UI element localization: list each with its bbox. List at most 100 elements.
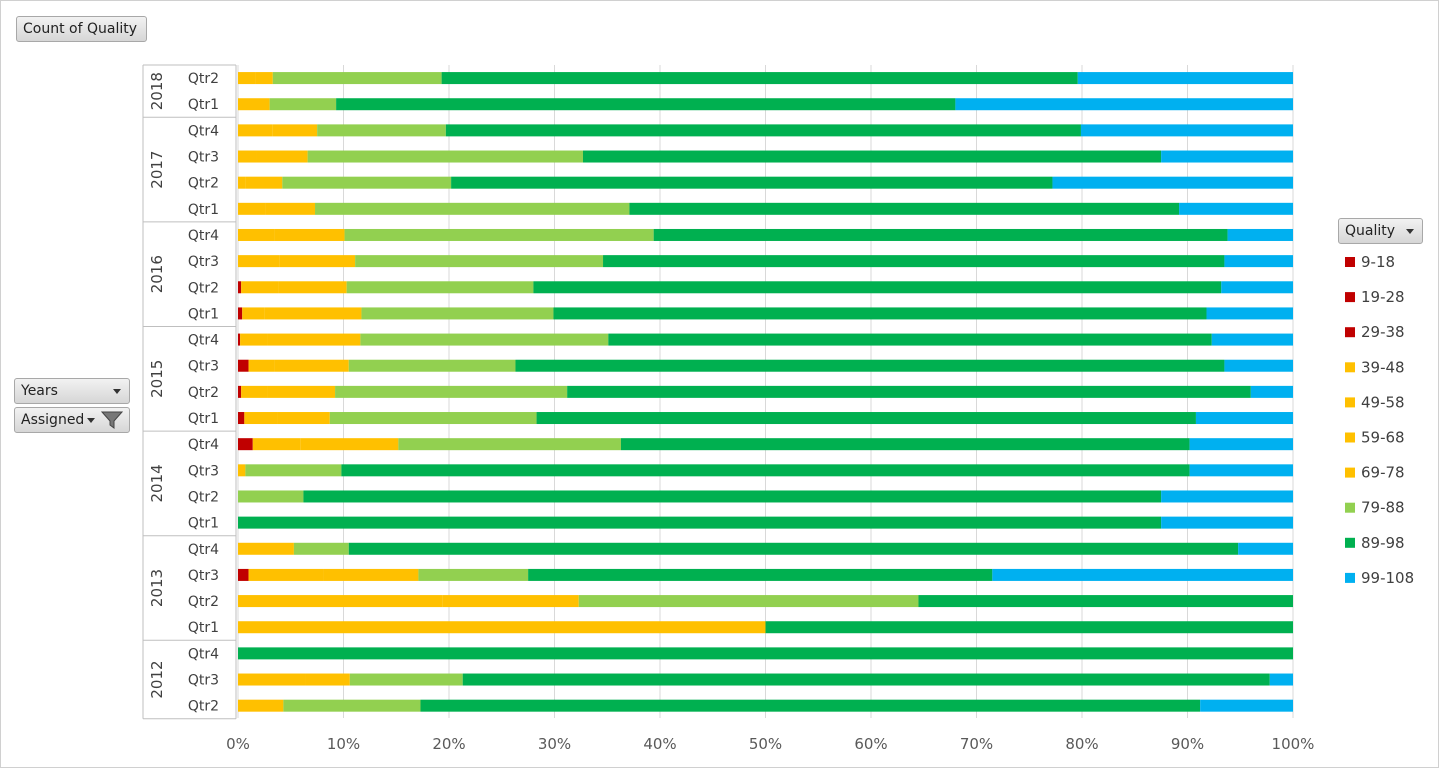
bar-segment-99-108[interactable]	[1161, 150, 1293, 163]
bar-segment-39-48[interactable]	[248, 359, 275, 372]
bar-segment-99-108[interactable]	[1238, 542, 1293, 555]
bar-segment-39-48[interactable]	[238, 699, 284, 712]
count-of-quality-field-button[interactable]: Count of Quality	[16, 16, 147, 42]
bar-segment-79-88[interactable]	[283, 699, 421, 712]
bar-segment-99-108[interactable]	[1269, 673, 1293, 686]
bar-segment-99-108[interactable]	[1179, 202, 1293, 215]
bar-segment-89-98[interactable]	[238, 647, 1293, 660]
bar-segment-9-18[interactable]	[238, 438, 253, 451]
bar-segment-79-88[interactable]	[355, 255, 604, 268]
bar-segment-49-58[interactable]	[274, 228, 345, 241]
bar-segment-99-108[interactable]	[1227, 228, 1293, 241]
bar-segment-39-48[interactable]	[238, 673, 306, 686]
bar-segment-49-58[interactable]	[255, 72, 273, 85]
bar-segment-39-48[interactable]	[241, 385, 268, 398]
bar-segment-39-48[interactable]	[238, 72, 256, 85]
bar-segment-89-98[interactable]	[515, 359, 1225, 372]
bar-segment-99-108[interactable]	[1221, 281, 1293, 294]
bar-segment-39-48[interactable]	[238, 595, 443, 608]
bar-segment-89-98[interactable]	[918, 595, 1293, 608]
bar-segment-49-58[interactable]	[442, 595, 579, 608]
bar-segment-99-108[interactable]	[1080, 124, 1293, 137]
bar-segment-89-98[interactable]	[582, 150, 1162, 163]
legend-entry[interactable]: 19-28	[1361, 288, 1405, 306]
bar-segment-49-58[interactable]	[256, 150, 308, 163]
bar-segment-79-88[interactable]	[329, 412, 537, 425]
bar-segment-9-18[interactable]	[238, 412, 245, 425]
bar-segment-99-108[interactable]	[1189, 438, 1293, 451]
bar-segment-89-98[interactable]	[553, 307, 1207, 320]
bar-segment-49-58[interactable]	[305, 673, 350, 686]
bar-segment-99-108[interactable]	[955, 98, 1293, 111]
bar-segment-49-58[interactable]	[267, 333, 361, 346]
bar-segment-89-98[interactable]	[445, 124, 1081, 137]
bar-segment-79-88[interactable]	[317, 124, 446, 137]
bar-segment-79-88[interactable]	[269, 98, 337, 111]
bar-segment-89-98[interactable]	[536, 412, 1196, 425]
legend-entry[interactable]: 49-58	[1361, 393, 1405, 411]
bar-segment-39-48[interactable]	[248, 568, 324, 581]
bar-segment-79-88[interactable]	[348, 359, 516, 372]
bar-segment-89-98[interactable]	[765, 621, 1294, 634]
bar-segment-99-108[interactable]	[1195, 412, 1293, 425]
bar-segment-99-108[interactable]	[1250, 385, 1293, 398]
bar-segment-39-48[interactable]	[240, 333, 268, 346]
legend-entry[interactable]: 9-18	[1361, 253, 1395, 271]
bar-segment-89-98[interactable]	[528, 568, 993, 581]
bar-segment-89-98[interactable]	[238, 516, 1162, 529]
bar-segment-49-58[interactable]	[264, 307, 362, 320]
bar-segment-79-88[interactable]	[418, 568, 529, 581]
bar-segment-89-98[interactable]	[608, 333, 1212, 346]
bar-segment-99-108[interactable]	[1224, 255, 1293, 268]
bar-segment-79-88[interactable]	[293, 542, 349, 555]
legend-entry[interactable]: 69-78	[1361, 464, 1405, 482]
bar-segment-99-108[interactable]	[1052, 176, 1293, 189]
bar-segment-49-58[interactable]	[245, 176, 283, 189]
bar-segment-79-88[interactable]	[344, 228, 654, 241]
bar-segment-49-58[interactable]	[279, 255, 356, 268]
bar-segment-79-88[interactable]	[398, 438, 621, 451]
legend-entry[interactable]: 89-98	[1361, 534, 1405, 552]
bar-segment-89-98[interactable]	[441, 72, 1078, 85]
bar-segment-89-98[interactable]	[341, 464, 1190, 477]
bar-segment-49-58[interactable]	[300, 438, 399, 451]
bar-segment-49-58[interactable]	[274, 359, 349, 372]
bar-segment-79-88[interactable]	[346, 281, 534, 294]
bar-segment-9-18[interactable]	[238, 281, 242, 294]
bar-segment-79-88[interactable]	[360, 333, 609, 346]
bar-segment-79-88[interactable]	[245, 464, 342, 477]
bar-segment-89-98[interactable]	[567, 385, 1251, 398]
assigned-field-button[interactable]: Assigned	[14, 407, 130, 433]
bar-segment-89-98[interactable]	[653, 228, 1228, 241]
bar-segment-89-98[interactable]	[629, 202, 1180, 215]
bar-segment-39-48[interactable]	[252, 438, 301, 451]
bar-segment-39-48[interactable]	[244, 412, 278, 425]
bar-segment-79-88[interactable]	[335, 385, 568, 398]
bar-segment-99-108[interactable]	[1206, 307, 1293, 320]
bar-segment-79-88[interactable]	[361, 307, 554, 320]
bar-segment-99-108[interactable]	[1161, 516, 1293, 529]
bar-segment-99-108[interactable]	[1200, 699, 1293, 712]
bar-segment-49-58[interactable]	[267, 385, 336, 398]
bar-segment-79-88[interactable]	[307, 150, 583, 163]
bar-segment-89-98[interactable]	[336, 98, 956, 111]
bar-segment-39-48[interactable]	[238, 621, 766, 634]
bar-segment-99-108[interactable]	[1224, 359, 1293, 372]
bar-segment-79-88[interactable]	[238, 490, 304, 503]
legend-entry[interactable]: 99-108	[1361, 569, 1414, 587]
bar-segment-9-18[interactable]	[238, 307, 243, 320]
bar-segment-89-98[interactable]	[451, 176, 1053, 189]
bar-segment-39-48[interactable]	[238, 150, 257, 163]
bar-segment-99-108[interactable]	[992, 568, 1293, 581]
bar-segment-49-58[interactable]	[323, 568, 419, 581]
bar-segment-39-48[interactable]	[238, 98, 270, 111]
bar-segment-39-48[interactable]	[238, 542, 294, 555]
bar-segment-89-98[interactable]	[420, 699, 1201, 712]
bar-segment-99-108[interactable]	[1161, 490, 1293, 503]
bar-segment-9-18[interactable]	[238, 359, 249, 372]
bar-segment-9-18[interactable]	[238, 568, 249, 581]
bar-segment-89-98[interactable]	[348, 542, 1239, 555]
bar-segment-89-98[interactable]	[462, 673, 1270, 686]
bar-segment-39-48[interactable]	[238, 255, 280, 268]
bar-segment-49-58[interactable]	[272, 124, 318, 137]
